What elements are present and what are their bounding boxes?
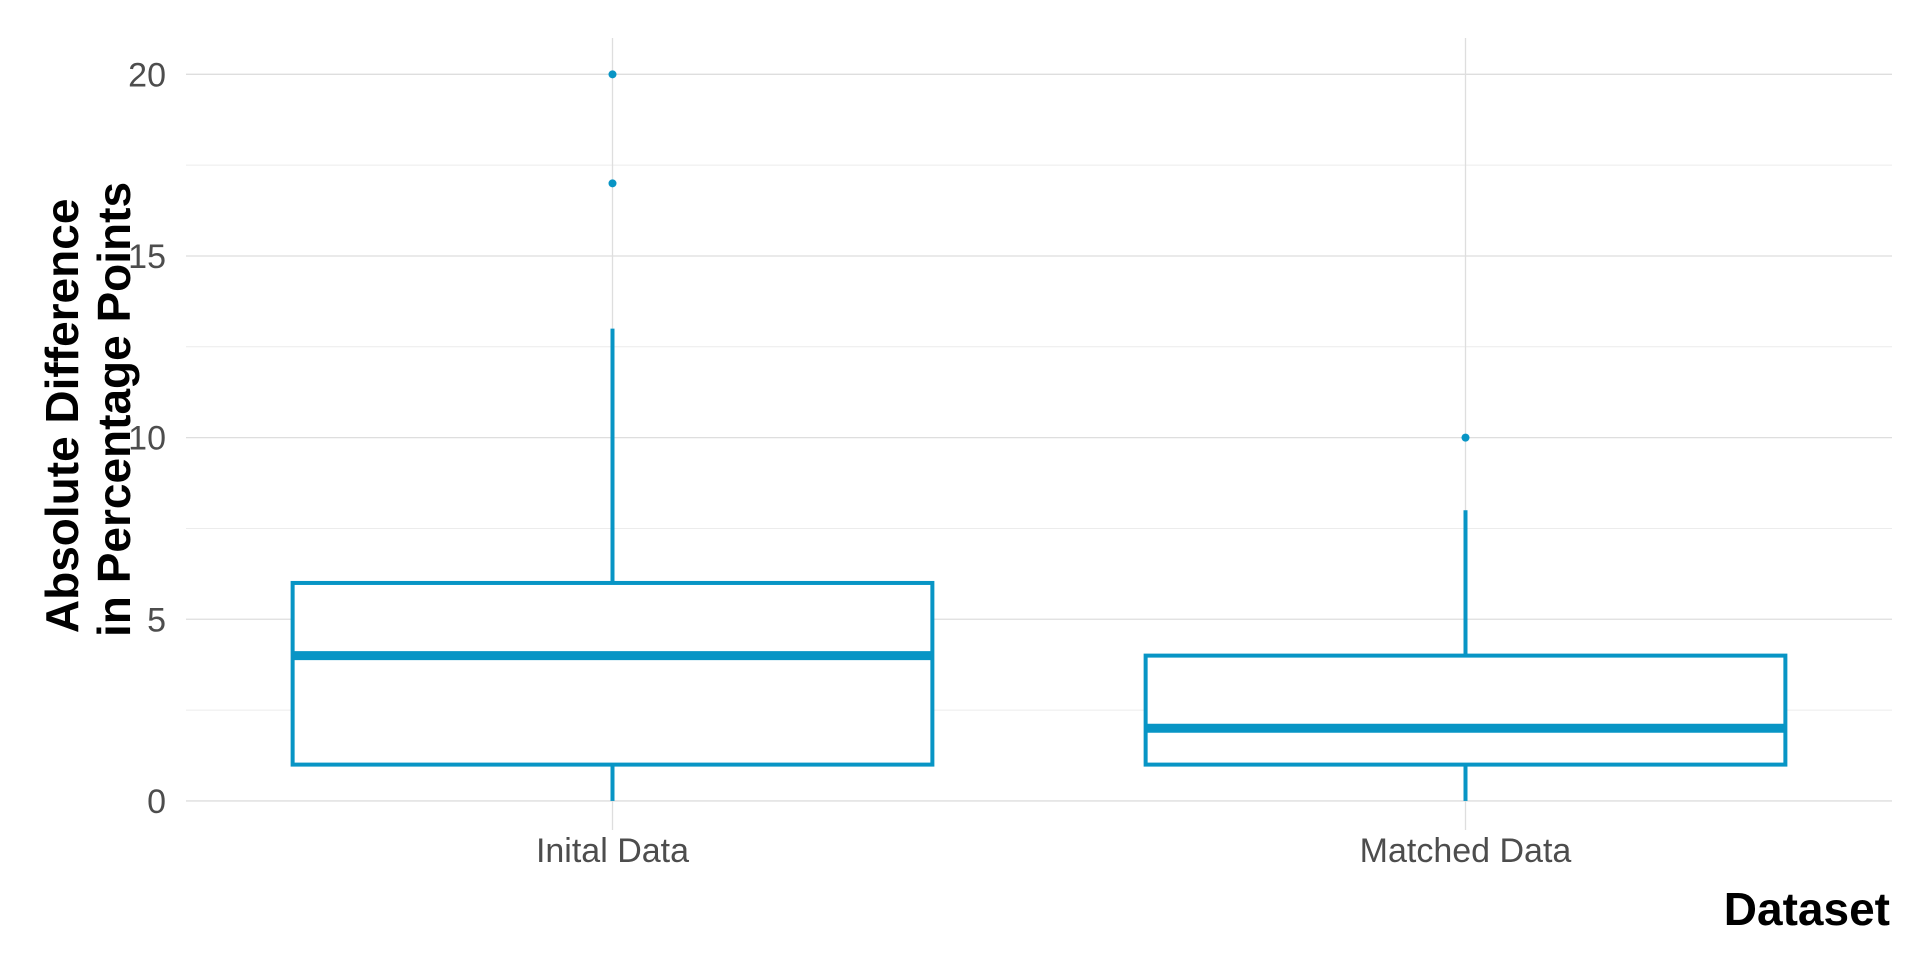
y-axis-title: Absolute Difference in Percentage Points [36,182,140,637]
y-tick-label: 0 [147,783,166,821]
y-tick-label: 20 [128,56,166,94]
outlier-point [608,179,617,188]
y-tick-label: 10 [128,420,166,458]
box [290,580,935,767]
box [1143,653,1788,767]
y-axis-ticks: 0 5 10 15 20 [128,56,166,821]
x-tick-label: Matched Data [1360,832,1572,870]
x-tick-label: Inital Data [536,832,689,870]
y-tick-label: 15 [128,238,166,276]
boxplot-marks [290,70,1788,801]
y-tick-label: 5 [147,601,166,639]
x-axis-title: Dataset [1724,883,1890,935]
y-axis-title-line-1: Absolute Difference [36,199,88,634]
y-axis-title-line-2: in Percentage Points [88,182,140,637]
outlier-point [608,70,617,79]
x-axis-ticks: Inital Data Matched Data [536,832,1571,870]
outlier-point [1461,433,1470,442]
